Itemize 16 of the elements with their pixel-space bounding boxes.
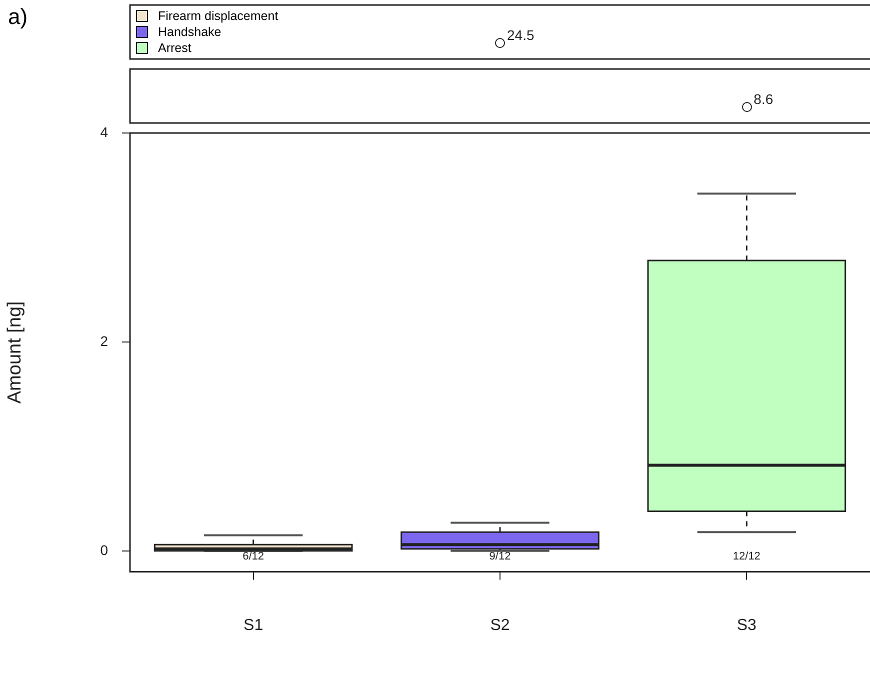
text: 24.5 bbox=[507, 26, 534, 43]
y-tick-label: 2 bbox=[100, 332, 108, 349]
y-axis-title: Amount [ng] bbox=[4, 301, 26, 404]
text: 8.6 bbox=[754, 90, 774, 107]
x-tick-label: S3 bbox=[736, 616, 757, 634]
y-tick-label: 4 bbox=[100, 124, 108, 140]
x-tick-label: S1 bbox=[244, 616, 264, 634]
annotation: 6/12 bbox=[242, 550, 264, 562]
legend-label: Firearm displacement bbox=[158, 8, 278, 24]
annotation: 9/12 bbox=[489, 550, 511, 562]
legend-label: Handshake bbox=[158, 24, 222, 40]
text: a) bbox=[8, 4, 28, 30]
y-tick-label: 0 bbox=[100, 542, 108, 558]
x-tick-label: S2 bbox=[490, 616, 510, 634]
legend-label: Arrest bbox=[158, 40, 192, 56]
annotation: 12/12 bbox=[732, 550, 760, 562]
